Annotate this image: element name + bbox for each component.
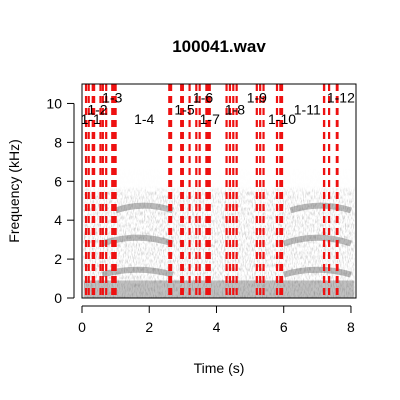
x-axis: 0 2 4 6 8 [78, 305, 355, 335]
segment-label: 1-9 [247, 90, 267, 106]
segment-label: 1-4 [134, 111, 154, 127]
y-tick-label: 2 [54, 251, 62, 267]
segment-label: 1-10 [268, 111, 296, 127]
segment-label: 1-6 [193, 90, 213, 106]
chart-title: 100041.wav [172, 37, 266, 56]
y-tick-label: 4 [54, 212, 62, 228]
formant-band [114, 202, 174, 214]
segment-label: 1-1 [81, 111, 101, 127]
segment-label: 1-12 [327, 90, 355, 106]
y-tick-label: 8 [54, 134, 62, 150]
formant-band [101, 234, 174, 247]
x-tick-label: 0 [78, 319, 86, 335]
segment-label: 1-11 [294, 101, 321, 117]
x-tick-label: 4 [213, 319, 221, 335]
y-tick-label: 0 [54, 290, 62, 306]
formant-band [282, 266, 352, 278]
plot-area [82, 84, 356, 298]
formant-band [289, 202, 352, 214]
formant-bands [83, 202, 355, 298]
segment-label: 1-2 [87, 101, 107, 117]
y-tick-label: 10 [46, 95, 62, 111]
x-tick-label: 6 [280, 319, 288, 335]
y-tick-label: 6 [54, 173, 62, 189]
x-axis-label: Time (s) [194, 360, 245, 376]
segment-label: 1-3 [102, 90, 122, 106]
y-axis-label: Frequency (kHz) [6, 139, 22, 242]
segment-label: 1-8 [225, 101, 245, 117]
segment-labels: 1-11-21-3 1-4 1-51-6 1-7 1-81-91-101-11 1-12 [81, 90, 355, 127]
x-tick-label: 2 [145, 319, 153, 335]
formant-band [101, 266, 174, 278]
spectrogram-fade [82, 159, 356, 220]
low-frequency-band [83, 280, 355, 298]
formant-band [282, 234, 352, 247]
segment-label: 1-5 [174, 101, 194, 117]
segment-label: 1-7 [200, 111, 220, 127]
plot-frame [81, 83, 357, 299]
x-tick-label: 8 [347, 319, 355, 335]
y-axis: 0 2 4 6 8 10 [46, 95, 75, 306]
